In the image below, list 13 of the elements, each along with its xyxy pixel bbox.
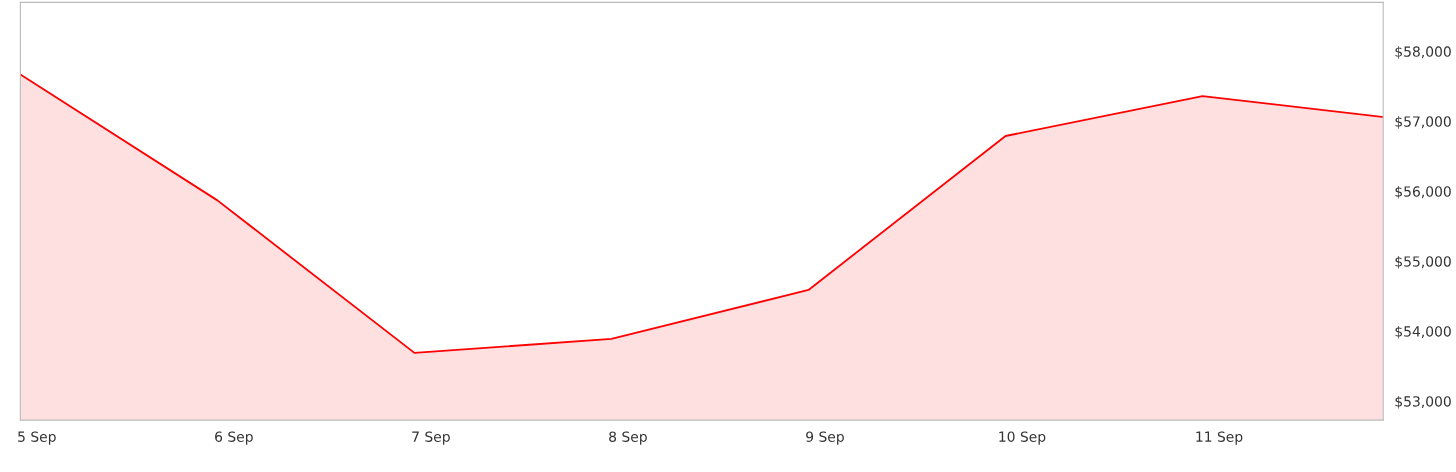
y-tick-label: $54,000 bbox=[1395, 325, 1451, 339]
y-tick-label: $57,000 bbox=[1395, 116, 1451, 129]
x-tick-label: 10 Sep bbox=[999, 431, 1046, 445]
y-tick-label: $56,000 bbox=[1395, 186, 1451, 199]
y-tick-label: $58,000 bbox=[1395, 46, 1451, 59]
x-tick-label: 9 Sep bbox=[806, 431, 844, 445]
x-tick-label: 11 Sep bbox=[1196, 431, 1243, 445]
x-tick-label: 7 Sep bbox=[412, 431, 450, 445]
y-tick-label: $53,000 bbox=[1395, 395, 1451, 409]
x-tick-label: 8 Sep bbox=[609, 431, 647, 445]
x-tick-label: 6 Sep bbox=[215, 431, 253, 445]
x-tick-label: 5 Sep bbox=[18, 431, 56, 445]
y-tick-label: $55,000 bbox=[1395, 255, 1451, 269]
